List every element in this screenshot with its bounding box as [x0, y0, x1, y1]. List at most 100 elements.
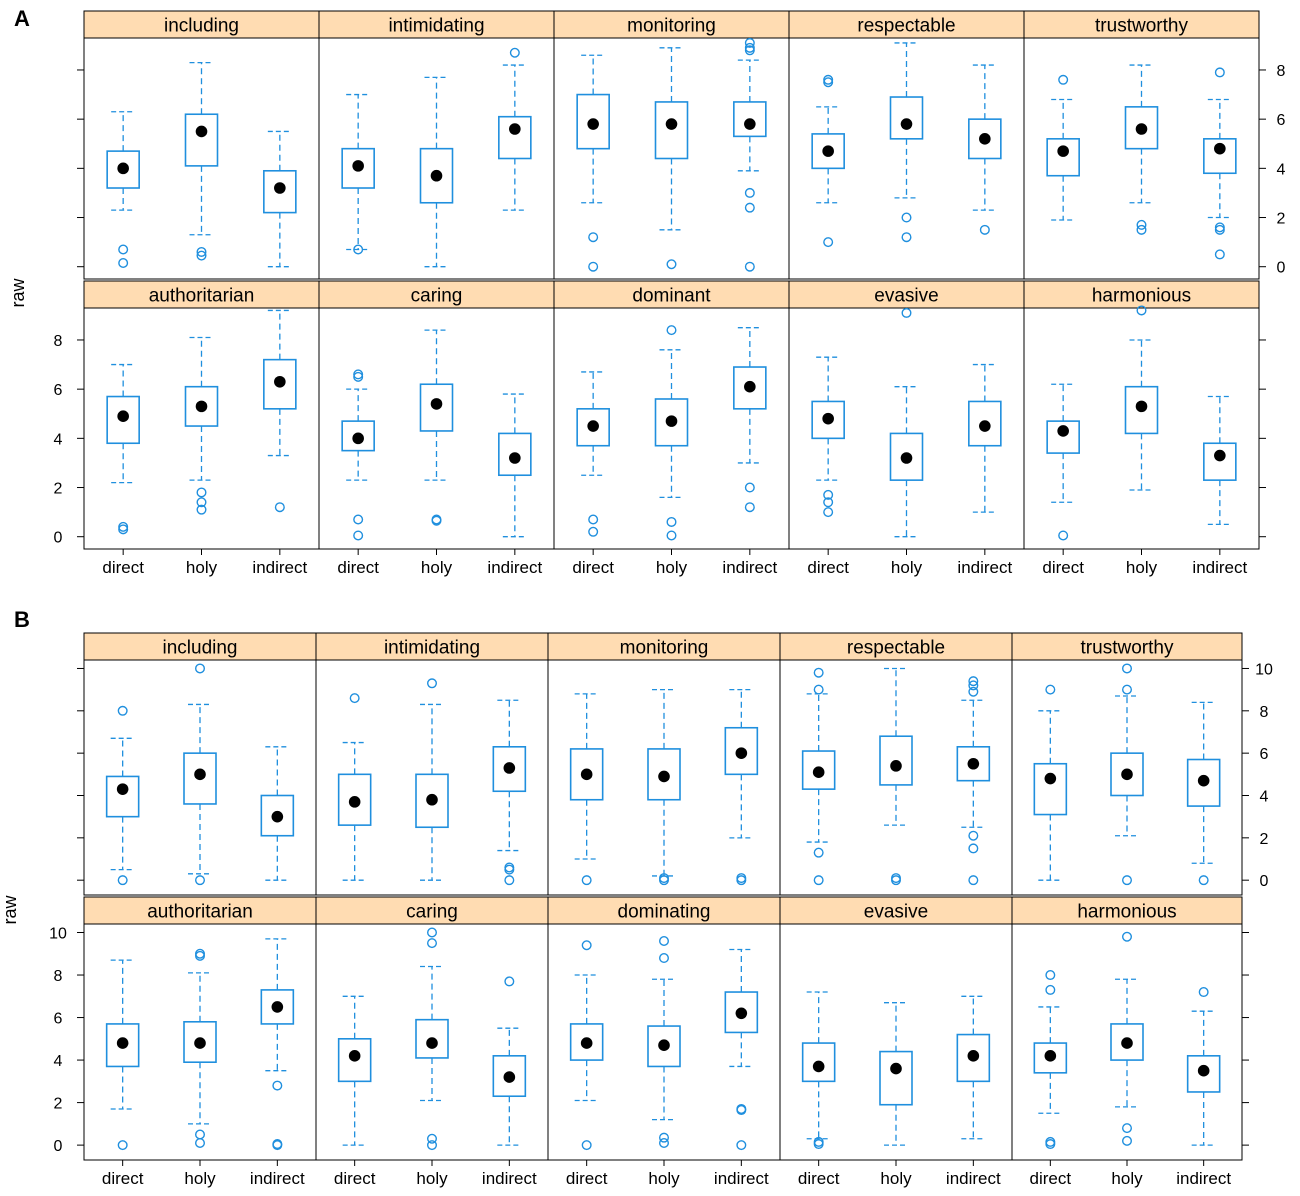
outlier-point: [504, 976, 515, 987]
median-dot: [890, 760, 902, 772]
box-holy: [1110, 931, 1144, 1146]
box-direct: [801, 667, 836, 886]
outlier-point: [427, 938, 438, 949]
median-dot: [116, 1037, 129, 1049]
outlier-point: [736, 1105, 747, 1116]
facet-monitoring: monitoring: [553, 10, 790, 280]
iqr-box: [1203, 442, 1237, 481]
median-dot: [274, 182, 286, 194]
facet-title: evasive: [864, 902, 928, 923]
box-holy: [183, 948, 217, 1148]
facet-respectable: respectable: [779, 632, 1013, 896]
x-tick-label-indirect: indirect: [252, 558, 307, 577]
iqr-box: [1124, 385, 1159, 435]
y-tick-label: 6: [54, 1011, 63, 1028]
facet-title: including: [163, 638, 238, 659]
x-tick-label-indirect: indirect: [482, 1169, 537, 1188]
median-dot: [1135, 123, 1148, 135]
iqr-box: [183, 752, 217, 805]
box-direct: [337, 995, 372, 1146]
median-dot: [967, 757, 980, 770]
box-indirect: [956, 676, 991, 886]
box-indirect: [263, 130, 297, 268]
iqr-box: [968, 400, 1002, 447]
box-direct: [811, 356, 845, 518]
iqr-box: [492, 1055, 527, 1098]
box-holy: [1124, 64, 1159, 235]
outlier-point: [1214, 224, 1225, 235]
median-dot: [900, 452, 913, 464]
outlier-point: [744, 202, 755, 213]
outlier-point: [1198, 875, 1209, 886]
box-direct: [569, 940, 604, 1151]
median-dot: [509, 452, 521, 464]
facet-strip: [1023, 10, 1260, 39]
median-dot: [271, 1001, 284, 1013]
outlier-point: [1121, 684, 1132, 695]
outlier-point: [813, 875, 824, 886]
median-dot: [348, 796, 361, 808]
iqr-box: [183, 1021, 217, 1063]
iqr-box: [341, 147, 375, 189]
median-dot: [117, 162, 129, 175]
box-holy: [647, 688, 681, 886]
box-holy: [889, 42, 924, 243]
iqr-box: [419, 383, 454, 432]
iqr-box: [569, 1023, 604, 1061]
outlier-point: [968, 680, 979, 691]
median-dot: [735, 747, 748, 759]
facet-strip: [788, 10, 1025, 39]
outlier-point: [427, 1140, 438, 1151]
facet-trustworthy: trustworthy: [1011, 632, 1243, 896]
box-direct: [1046, 383, 1080, 541]
facet-title: authoritarian: [149, 286, 255, 307]
x-tick-label-indirect: indirect: [957, 558, 1012, 577]
facet-title: monitoring: [620, 638, 709, 659]
facet-plot-frame: [1011, 659, 1243, 896]
box-holy: [879, 1002, 913, 1146]
iqr-box: [337, 773, 372, 826]
outlier-point: [1058, 74, 1069, 85]
outlier-point: [1121, 875, 1132, 886]
facet-intimidating: intimidating: [318, 10, 555, 280]
iqr-box: [498, 432, 532, 477]
median-dot: [1057, 145, 1069, 157]
outlier-point: [353, 244, 364, 255]
outlier-point: [1136, 219, 1147, 230]
facet-authoritarian: authoritarian direct holy indirect: [83, 280, 320, 577]
iqr-box: [576, 408, 610, 447]
outlier-point: [118, 244, 129, 255]
box-holy: [183, 663, 217, 886]
iqr-box: [1186, 758, 1221, 807]
box-holy: [1110, 663, 1144, 886]
x-tick-label-holy: holy: [184, 1169, 216, 1188]
box-indirect: [492, 976, 527, 1146]
box-direct: [1046, 74, 1080, 221]
facet-strip: [83, 280, 320, 309]
box-direct: [341, 93, 375, 255]
outlier-point: [272, 1080, 283, 1091]
outlier-point: [588, 261, 599, 272]
outlier-point: [427, 927, 438, 938]
iqr-box: [1124, 106, 1159, 150]
box-direct: [105, 959, 140, 1151]
y-tick-label: 8: [54, 333, 63, 350]
outlier-point: [813, 1139, 824, 1150]
facet-authoritarian: authoritarian direct holy indirect: [83, 896, 317, 1188]
median-dot: [116, 783, 129, 795]
outlier-point: [1045, 984, 1056, 995]
outlier-point: [666, 259, 677, 270]
outlier-point: [196, 497, 207, 508]
facet-plot-frame: [1023, 37, 1260, 280]
outlier-point: [588, 526, 599, 537]
outlier-point: [581, 940, 592, 951]
outlier-point: [813, 847, 824, 858]
iqr-box: [811, 133, 845, 170]
outlier-point: [504, 875, 515, 886]
x-tick-label-indirect: indirect: [250, 1169, 305, 1188]
facet-title: authoritarian: [147, 902, 253, 923]
outlier-point: [968, 875, 979, 886]
y-tick-label: 4: [1260, 788, 1269, 805]
